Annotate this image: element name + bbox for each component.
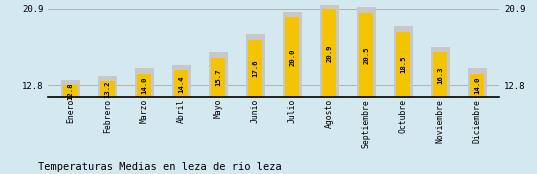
Text: 18.5: 18.5 [400, 56, 407, 73]
Text: 20.9: 20.9 [326, 45, 332, 62]
Bar [175, 70, 188, 174]
Bar [320, 3, 339, 174]
Bar [135, 68, 154, 174]
Bar [431, 47, 450, 174]
Bar [285, 17, 300, 174]
Bar [470, 74, 484, 174]
Bar [357, 7, 376, 174]
Text: Temperaturas Medias en leza de rio leza: Temperaturas Medias en leza de rio leza [38, 162, 281, 172]
Text: 20.0: 20.0 [289, 49, 295, 66]
Bar [209, 52, 228, 174]
Bar [248, 40, 263, 174]
Text: 20.5: 20.5 [364, 46, 369, 64]
Bar [468, 68, 487, 174]
Bar [63, 85, 77, 174]
Bar [212, 58, 226, 174]
Text: 16.3: 16.3 [437, 66, 443, 84]
Bar [433, 52, 447, 174]
Bar [359, 13, 373, 174]
Text: 14.0: 14.0 [474, 77, 480, 94]
Text: 14.4: 14.4 [178, 75, 184, 93]
Text: 13.2: 13.2 [105, 81, 111, 98]
Bar [394, 26, 413, 174]
Bar [98, 76, 117, 174]
Text: 15.7: 15.7 [215, 69, 221, 86]
Bar [396, 31, 410, 174]
Bar [100, 81, 114, 174]
Bar [322, 9, 336, 174]
Text: 14.0: 14.0 [141, 77, 148, 94]
Bar [61, 80, 80, 174]
Bar [137, 74, 151, 174]
Text: 12.8: 12.8 [68, 83, 74, 100]
Bar [283, 12, 302, 174]
Bar [172, 65, 191, 174]
Text: 17.6: 17.6 [252, 60, 258, 77]
Bar [246, 34, 265, 174]
